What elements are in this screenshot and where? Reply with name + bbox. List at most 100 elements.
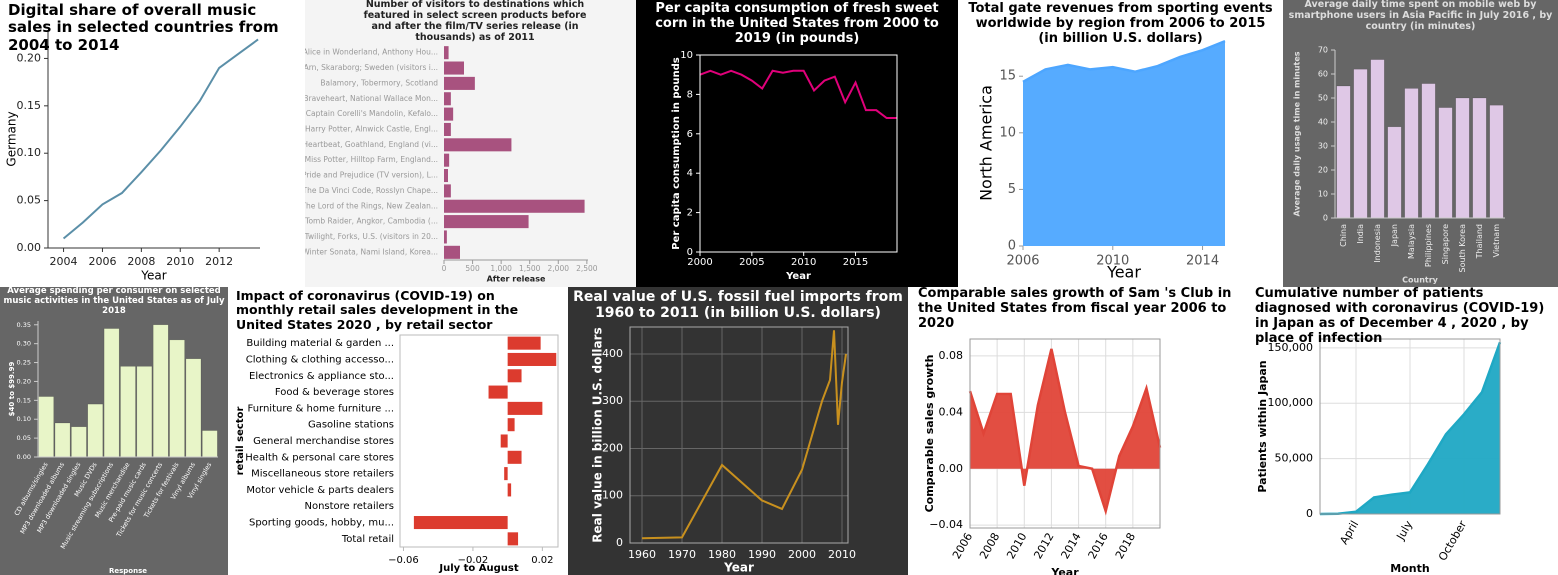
chart-panel: 0 5 10 15 2006 2010 2014 Year North America Total… [958,0,1283,287]
y-tick-label: 100 [602,489,623,502]
bar [136,366,153,458]
y-tick-label: 0.10 [17,146,42,159]
y-tick-label: Winter Sonata, Nami Island, Korea... [305,247,438,256]
y-tick-label: Arn, Skaraborg; Sweden (visitors i... [305,63,438,72]
x-tick-label: India [1356,224,1365,244]
y-tick-label: 200 [602,441,623,454]
x-tick-label: Malaysia [1407,224,1416,259]
bar [444,61,464,75]
x-tick-label: 1970 [668,548,696,561]
chart-title: Real value of U.S. fossil fuel imports f… [573,289,903,322]
chart-title: Impact of coronavirus (COVID-19) on mont… [236,288,519,332]
y-tick-label: Miss Potter, Hilltop Farm, England... [305,155,438,164]
y-tick-label: Total retail [341,534,394,545]
y-tick-label: 0.00 [17,241,42,254]
bar [444,46,449,60]
y-tick-label: 100,000 [1268,396,1314,409]
bar [444,122,451,136]
y-tick-label: Motor vehicle & parts dealers [246,485,394,496]
chart: 0 2 4 6 8 10 2000 2005 2010 2015 Year Per capita co… [671,50,898,282]
bar [444,92,451,106]
y-axis-label: Average daily usage time in minutes [1293,51,1302,216]
x-tick-label: 2012 [1031,531,1056,562]
y-tick-label: 0.10 [17,415,31,423]
y-tick-label: 10 [680,50,693,61]
bar [87,403,104,458]
bar [1353,68,1368,219]
chart: 0 50,000 100,000 150,000 April July October Mon… [1256,338,1502,575]
y-tick-label: 400 [602,347,623,360]
bar [1370,59,1385,219]
y-tick-label: 20 [1318,166,1328,175]
x-tick-label: South Korea [1458,224,1467,273]
chart: 0 5 10 15 2006 2010 2014 Year North America [977,39,1226,282]
y-tick-label: 0.20 [17,377,31,385]
x-axis-label: Year [1050,566,1079,575]
x-tick-label: 1,500 [519,264,541,273]
y-tick-label: Harry Potter, Alnwick Castle, Engl... [305,124,438,133]
area [1023,41,1225,246]
x-axis-label: Year [785,271,811,282]
y-tick-label: The Lord of the Rings, New Zealan... [305,201,438,210]
bar [120,366,136,458]
y-tick-label: 0.15 [17,99,42,112]
x-tick-label: 2005 [739,257,764,268]
y-tick-label: Tomb Raider, Angkor, Cambodia (... [305,217,438,226]
x-tick-label: Singapore [1441,224,1450,264]
bar [444,107,454,121]
bar [103,328,120,458]
y-tick-label: Sporting goods, hobby, mu... [249,518,394,529]
y-axis-label: Patients within Japan [1256,360,1269,492]
y-tick-label: 8 [687,89,693,100]
bar [444,76,475,90]
y-tick-label: Building material & garden ... [246,338,394,349]
y-tick-label: 0 [687,247,693,258]
y-tick-label: 0.15 [17,396,31,404]
bar [444,169,448,183]
y-tick-label: Miscellaneous store retailers [251,469,394,480]
x-tick-label: China [1339,224,1348,247]
bar [444,230,447,244]
y-tick-label: −0.04 [929,518,963,531]
bar [444,184,451,198]
bar [413,516,508,530]
x-tick-label: 2004 [50,255,78,268]
area [1320,342,1500,514]
chart-title: Digital share of overall music sales in … [8,1,279,54]
y-tick-label: Furniture & home furniture ... [247,403,394,414]
y-tick-label: Twilight, Forks, U.S. (visitors in 20... [305,232,438,241]
bar [488,385,508,399]
bar [504,467,508,481]
y-tick-label: 0.00 [17,453,31,461]
x-tick-label: October [1436,518,1470,563]
bar [1387,126,1402,219]
y-tick-label: 4 [687,168,693,179]
x-tick-label: 2,500 [576,264,598,273]
bar [1472,97,1487,219]
y-tick-label: Health & personal care stores [245,452,394,463]
y-axis-label: North America [977,85,996,201]
x-tick-label: 2006 [88,255,116,268]
x-tick-label: 0 [442,264,447,273]
x-axis-label: Year [723,561,754,575]
y-axis-label: Per capita consumption in pounds [671,57,682,249]
x-tick-label: Philippines [1424,224,1433,267]
bar [444,199,585,213]
x-tick-label: Japan [1390,224,1399,247]
x-tick-label: 2008 [127,255,155,268]
bar [71,426,87,458]
x-axis-label: After release [487,275,546,284]
area [970,348,1160,512]
y-tick-label: General merchandise stores [253,436,394,447]
bar [507,336,541,350]
y-tick-label: 70 [1318,46,1328,55]
bar [185,358,202,458]
chart-panel: −0.04 0.00 0.04 0.08 2006 2008 2010 2012 2014 201… [908,287,1245,575]
x-tick-label: 1,000 [490,264,512,273]
x-tick-label: April [1337,519,1361,547]
x-tick-label: 2010 [1004,531,1029,562]
x-tick-label: July [1394,518,1416,543]
chart: 0 10 20 30 40 50 60 70 China India Indonesia Japan M… [1293,46,1505,285]
y-tick-label: 10 [1318,190,1328,199]
